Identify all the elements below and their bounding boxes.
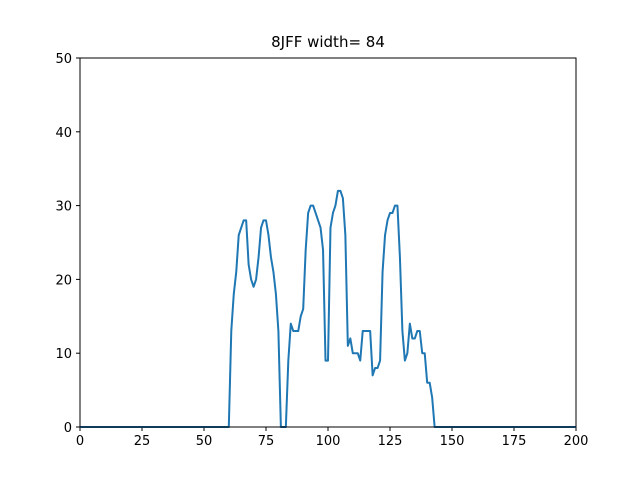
chart-title: 8JFF width= 84	[271, 33, 385, 51]
x-tick-label: 175	[502, 434, 527, 449]
y-axis: 0 10 20 30 40 50	[55, 52, 80, 436]
plot-frame	[79, 57, 577, 428]
y-tick-label: 30	[55, 200, 72, 215]
x-tick-label: 50	[196, 434, 213, 449]
y-tick-label: 50	[55, 52, 72, 67]
y-tick-label: 40	[55, 126, 72, 141]
x-tick-label: 125	[378, 434, 403, 449]
x-tick-label: 75	[258, 434, 275, 449]
x-tick-label: 0	[76, 434, 84, 449]
x-tick-label: 150	[440, 434, 465, 449]
x-tick-label: 200	[564, 434, 589, 449]
series-line	[80, 189, 576, 428]
x-axis: 0 25 50 75 100 125 150 175 200	[76, 427, 589, 449]
y-tick-label: 10	[55, 347, 72, 362]
x-tick-label: 100	[316, 434, 341, 449]
y-tick-label: 0	[64, 421, 72, 436]
x-tick-label: 25	[134, 434, 151, 449]
y-tick-label: 20	[55, 273, 72, 288]
